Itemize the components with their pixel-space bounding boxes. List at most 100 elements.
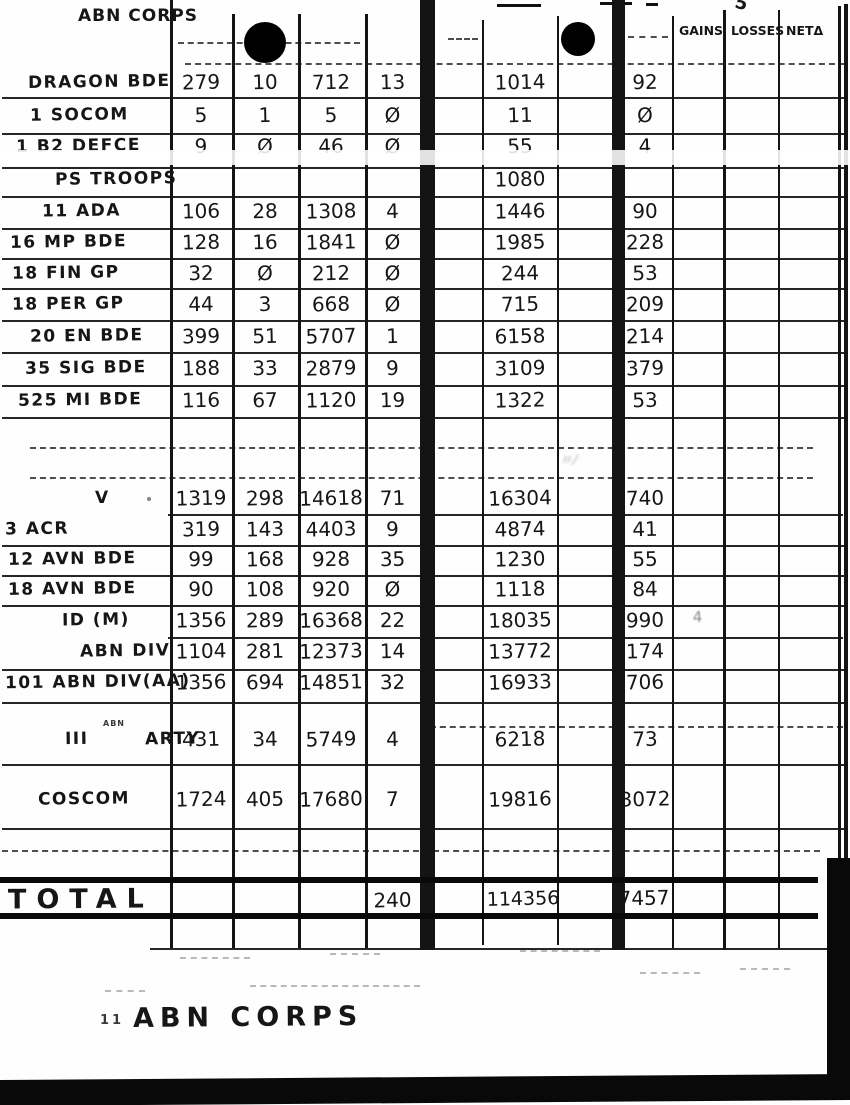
grid-vline — [298, 14, 301, 948]
cell-c4: 35 — [379, 546, 406, 572]
cell-c1: 1724 — [175, 786, 227, 812]
table-row: 16 MP BDE 128 16 1841 Ø 1985 228 — [0, 229, 850, 262]
row-label: 20 EN BDE — [29, 325, 144, 347]
cell-gains: 4 — [692, 607, 703, 627]
cell-total: 1446 — [494, 198, 546, 224]
cell-c2: 281 — [245, 638, 285, 664]
cell-c3: 5749 — [305, 726, 357, 752]
clipped-edge-character: 5 — [732, 0, 750, 16]
cell-c1: 399 — [181, 323, 221, 349]
table-row: ID (M) 1356 289 16368 22 18035 990 4 — [0, 607, 850, 640]
cell-c3: 920 — [311, 576, 351, 602]
table-row: 11 ADA 106 28 1308 4 1446 90 — [0, 198, 850, 231]
faint-scan-dash — [250, 985, 420, 987]
grid-vline — [232, 14, 235, 948]
faint-scan-dash — [180, 957, 250, 959]
cell-c3: 17680 — [298, 786, 364, 812]
cell-total: 244 — [500, 260, 540, 286]
table-row: 20 EN BDE 399 51 5707 1 6158 214 — [0, 323, 850, 356]
cell-net: 740 — [625, 485, 665, 511]
cell-c4: 9 — [385, 516, 400, 542]
cell-c3: 928 — [311, 546, 351, 572]
cell-c3: 12373 — [298, 638, 364, 664]
cell-total: 11 — [506, 102, 534, 128]
faint-scan-dash — [640, 972, 700, 974]
row-label: ABN DIV — [79, 640, 171, 662]
cell-c2: Ø — [256, 260, 274, 286]
row-label: V — [94, 487, 110, 509]
table-row: 18 PER GP 44 3 668 Ø 715 209 — [0, 292, 850, 324]
row-label: 11 ADA — [41, 200, 122, 222]
row-label: COSCOM — [37, 788, 131, 810]
cell-c2: 143 — [245, 516, 285, 542]
cell-c2: 51 — [251, 323, 279, 349]
cell-net: 90 — [631, 198, 659, 224]
cell-c1: 99 — [187, 546, 215, 572]
cell-c2: 10 — [251, 69, 279, 95]
cell-c1: 1356 — [175, 607, 227, 633]
column-header-net-delta: NETΔ — [786, 23, 824, 38]
cell-total: 1014 — [494, 69, 546, 95]
grid-vline — [365, 14, 368, 948]
cell-c3: 712 — [311, 69, 351, 95]
footer-prefix: 11 — [100, 1013, 125, 1028]
clipped-edge-fragment — [497, 4, 541, 7]
cell-c4: Ø — [384, 229, 401, 255]
total-cell-net: 7457 — [618, 885, 670, 911]
cell-c1: 106 — [181, 198, 221, 224]
cell-total: 1080 — [494, 166, 546, 192]
table-row: 3 ACR 319 143 4403 9 4874 41 — [0, 516, 850, 549]
cell-net: 228 — [625, 229, 665, 255]
cell-c1: 5 — [194, 102, 208, 128]
cell-total: 3109 — [494, 355, 546, 381]
grid-vline — [672, 16, 674, 948]
grid-vline — [612, 0, 625, 950]
cell-c2: 405 — [245, 786, 285, 812]
column-header-gains: GAINS — [679, 23, 724, 38]
table-row: 101 ABN DIV(AA) 1356 694 14851 32 16933 706 — [0, 669, 850, 702]
row-label: III — [64, 728, 89, 750]
cell-c1: 188 — [181, 355, 221, 381]
cell-c3: 2879 — [305, 355, 357, 381]
row-label: 3 ACR — [4, 518, 70, 540]
cell-c1: 32 — [187, 260, 215, 286]
cell-total: 6218 — [494, 726, 546, 752]
total-cell-4: 240 — [373, 887, 412, 913]
cell-c2: 1 — [258, 102, 272, 128]
cell-c3: 14851 — [298, 669, 364, 695]
cell-total: 4874 — [494, 516, 546, 542]
heavy-rule — [0, 877, 818, 883]
cell-total: 715 — [500, 291, 540, 317]
cell-c1: 44 — [187, 291, 215, 317]
cell-net: 990 — [625, 607, 665, 633]
row-label: 18 AVN BDE — [7, 578, 137, 600]
cell-c3: 4403 — [305, 516, 357, 542]
cell-total: 16304 — [487, 485, 553, 511]
table-row: 12 AVN BDE 99 168 928 35 1230 55 — [0, 546, 850, 579]
column-header-losses: LOSSES — [731, 23, 785, 38]
cell-c4: 7 — [385, 786, 400, 812]
cell-c4: Ø — [384, 260, 401, 286]
cell-c3: 5707 — [305, 323, 357, 349]
cell-net: 379 — [625, 355, 665, 381]
row-label-superscript: ABN — [103, 719, 125, 728]
cell-c3: 1308 — [305, 198, 357, 224]
table-row: V 1319 298 14618 71 16304 740 — [0, 485, 850, 518]
grid-vline — [557, 16, 559, 945]
faint-scan-dash — [330, 953, 380, 955]
cell-c4: 71 — [379, 485, 406, 511]
table-row: ABN DIV 1104 281 12373 14 13772 174 — [0, 638, 850, 671]
cell-net: 706 — [625, 669, 665, 695]
cell-c1: 1356 — [175, 669, 227, 695]
cell-c1: 431 — [181, 726, 221, 752]
cell-total: 19816 — [487, 786, 553, 812]
cell-c2: 16 — [251, 229, 279, 255]
cell-c4: Ø — [384, 102, 401, 128]
row-label: ID (M) — [61, 609, 130, 631]
faint-scan-dash — [105, 990, 145, 992]
row-label: 12 AVN BDE — [7, 548, 137, 570]
row-label: 35 SIG BDE — [24, 357, 147, 379]
grid-vline — [170, 0, 173, 948]
grid-vline — [838, 6, 841, 950]
grid-vline — [844, 4, 848, 858]
